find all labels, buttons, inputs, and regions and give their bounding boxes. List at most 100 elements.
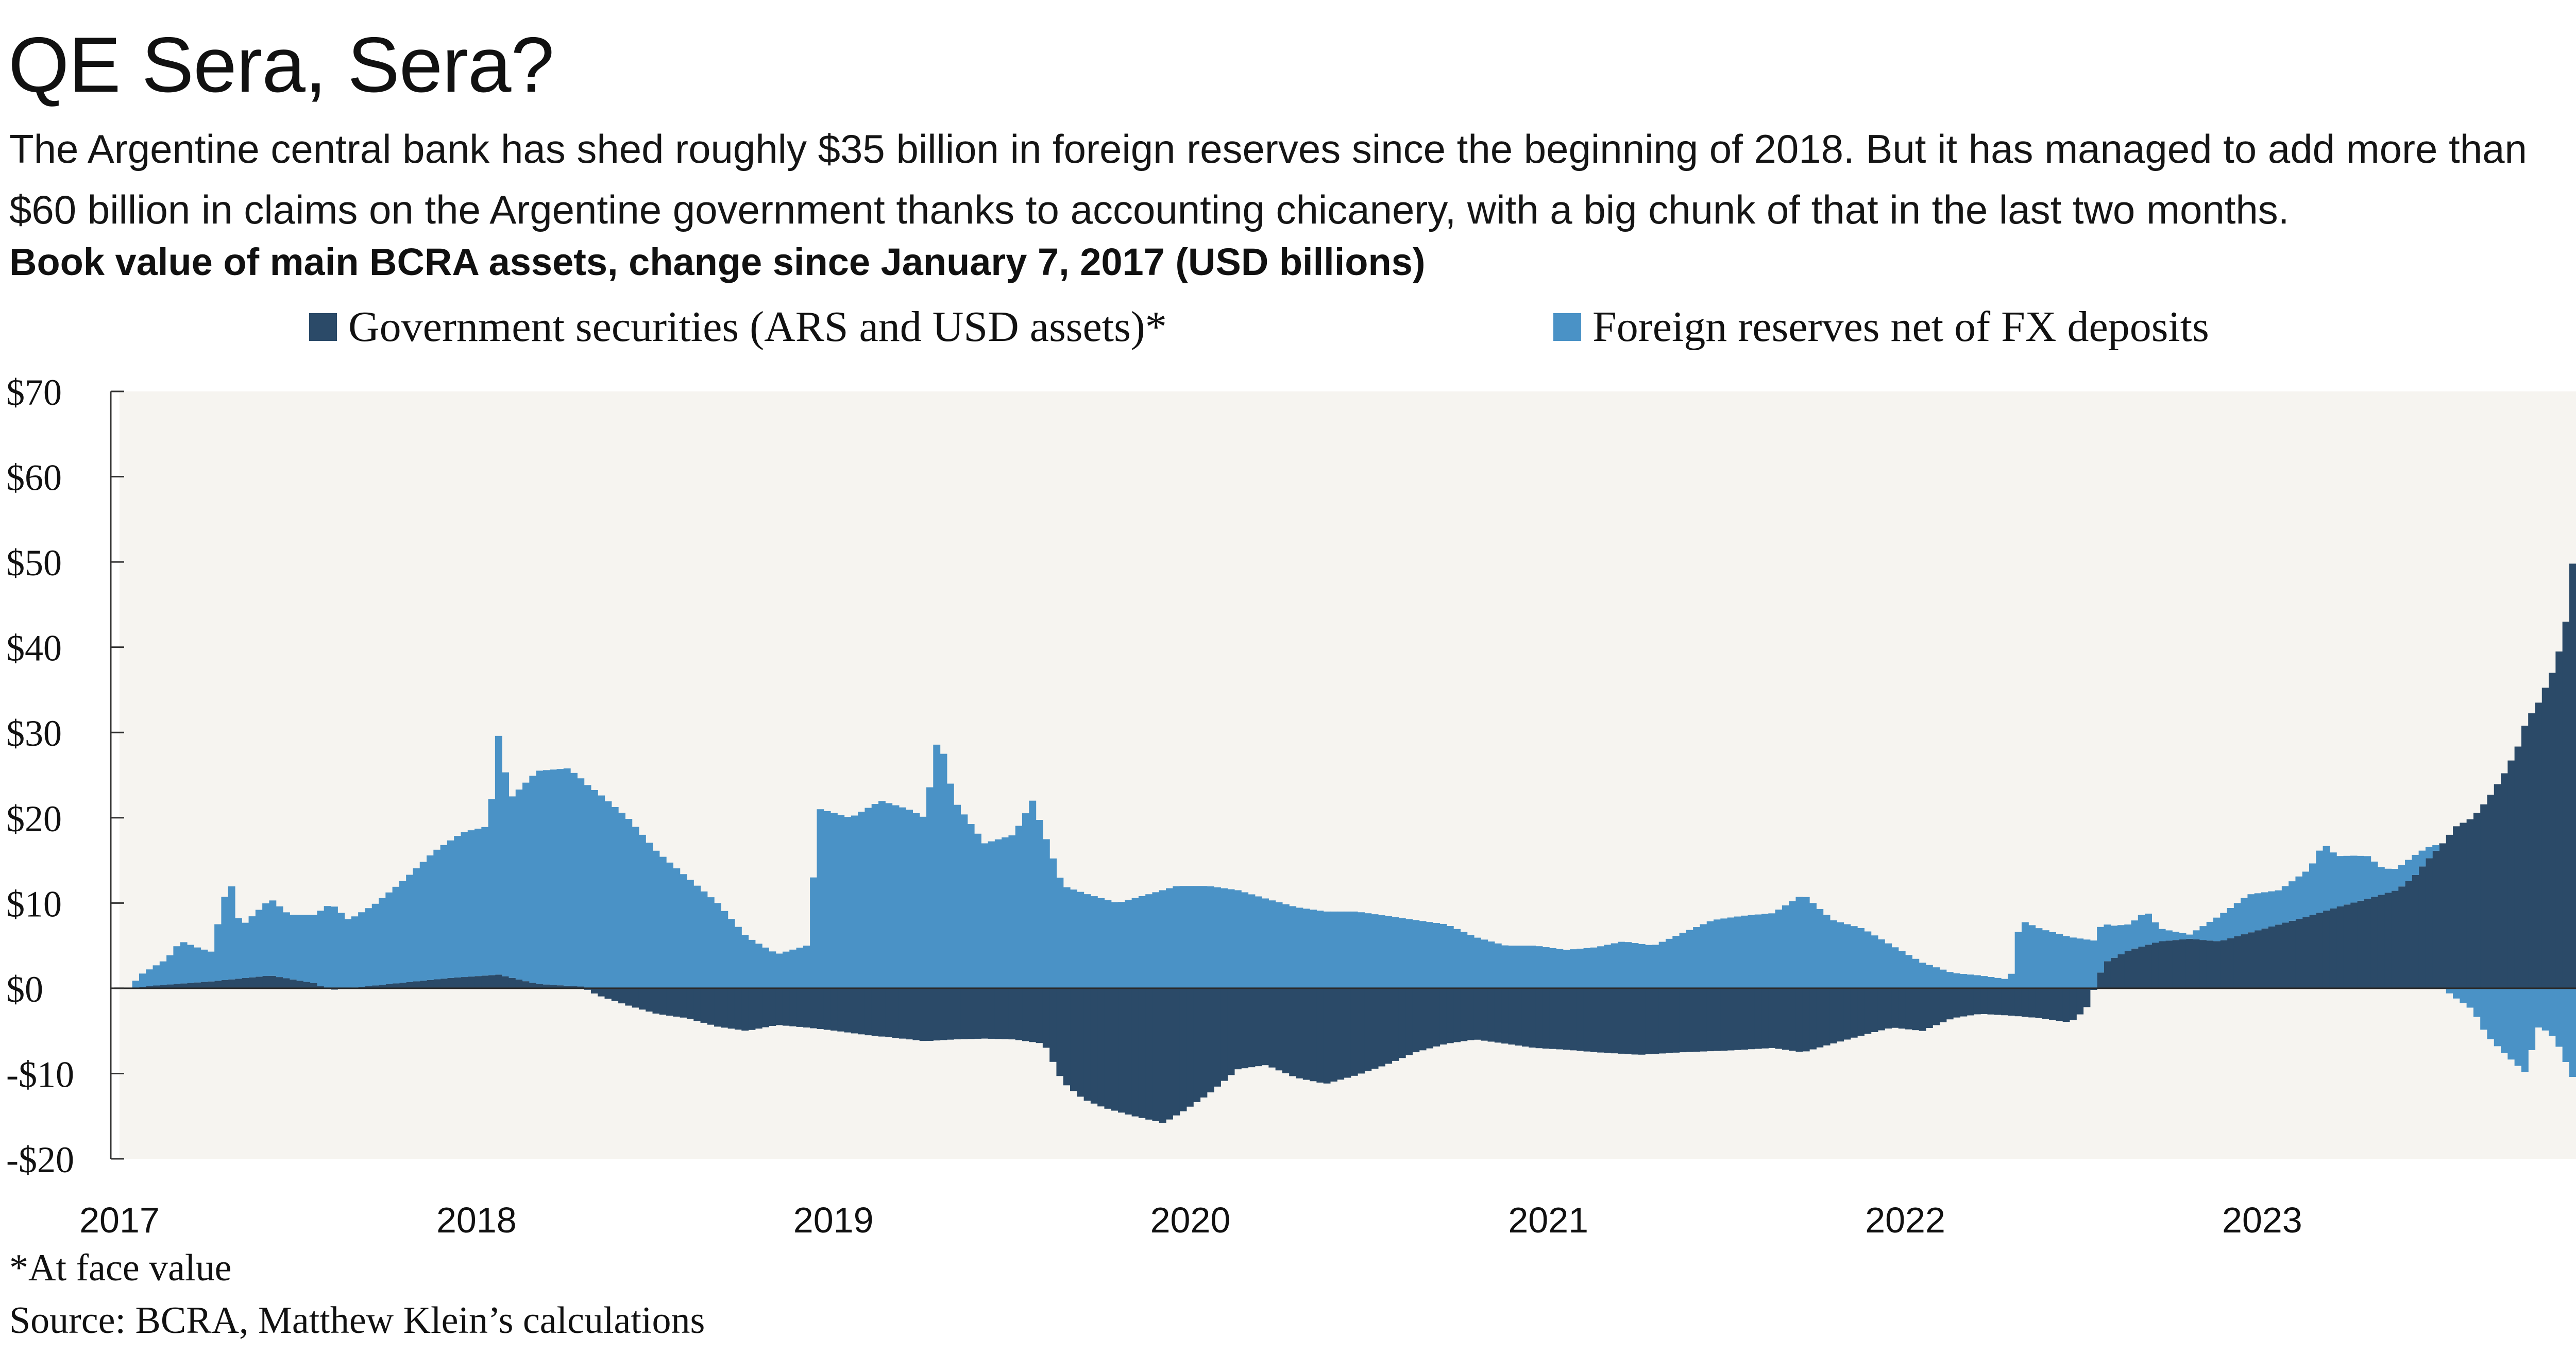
bar-government-securities xyxy=(1412,988,1420,1053)
bar-foreign-reserves xyxy=(1083,894,1091,988)
bar-government-securities xyxy=(1104,988,1112,1109)
bar-government-securities xyxy=(1857,988,1865,1036)
bar-government-securities xyxy=(830,988,838,1031)
bar-foreign-reserves xyxy=(2398,865,2405,887)
bar-government-securities xyxy=(755,988,762,1029)
bar-government-securities xyxy=(1933,988,1940,1025)
bar-government-securities xyxy=(680,988,687,1018)
bar-government-securities xyxy=(1686,988,1693,1052)
bar-government-securities xyxy=(2151,942,2159,988)
bar-foreign-reserves xyxy=(392,886,400,984)
bar-government-securities xyxy=(2021,988,2029,1017)
bar-foreign-reserves xyxy=(865,808,872,988)
bar-government-securities xyxy=(871,988,879,1036)
bar-foreign-reserves xyxy=(2528,988,2536,1050)
x-tick-label: 2018 xyxy=(436,1200,517,1240)
bar-government-securities xyxy=(1898,988,1906,1029)
bar-foreign-reserves xyxy=(481,827,489,976)
bar-government-securities xyxy=(686,988,694,1019)
bar-foreign-reserves xyxy=(2233,903,2241,936)
bar-government-securities xyxy=(399,983,406,988)
bar-foreign-reserves xyxy=(522,782,530,982)
bar-government-securities xyxy=(1925,988,1933,1029)
bar-government-securities xyxy=(2323,911,2330,988)
bar-government-securities xyxy=(865,988,872,1036)
bar-foreign-reserves xyxy=(2480,988,2488,1030)
bar-government-securities xyxy=(1809,988,1817,1050)
bar-government-securities xyxy=(611,988,619,1001)
y-tick-label: -$10 xyxy=(6,1054,74,1095)
bar-government-securities xyxy=(440,979,448,988)
bar-government-securities xyxy=(2364,899,2371,988)
bar-government-securities xyxy=(2001,988,2008,1016)
bar-government-securities xyxy=(1850,988,1858,1038)
bar-government-securities xyxy=(1330,988,1337,1082)
bar-foreign-reserves xyxy=(1358,912,1365,988)
bar-foreign-reserves xyxy=(1193,886,1201,988)
bar-foreign-reserves xyxy=(1693,927,1701,988)
bar-foreign-reserves xyxy=(2001,979,2008,988)
bar-government-securities xyxy=(1843,988,1851,1040)
bar-foreign-reserves xyxy=(180,942,188,984)
bar-foreign-reserves xyxy=(2487,988,2495,1039)
bar-foreign-reserves xyxy=(2357,855,2364,901)
bar-government-securities xyxy=(721,988,728,1028)
bar-foreign-reserves xyxy=(1885,943,1892,988)
bar-foreign-reserves xyxy=(1221,888,1228,988)
bar-foreign-reserves xyxy=(1720,918,1728,988)
bar-foreign-reserves xyxy=(1481,939,1488,988)
bar-government-securities xyxy=(2076,988,2084,1015)
bar-government-securities xyxy=(858,988,866,1035)
bar-government-securities xyxy=(2008,988,2015,1016)
bar-government-securities xyxy=(2343,904,2351,988)
bar-government-securities xyxy=(1905,988,1912,1030)
bar-foreign-reserves xyxy=(2021,922,2029,988)
bar-government-securities xyxy=(1193,988,1201,1102)
bar-foreign-reserves xyxy=(1446,926,1454,988)
bar-foreign-reserves xyxy=(248,916,256,978)
bar-foreign-reserves xyxy=(1652,945,1659,988)
bar-government-securities xyxy=(1761,988,1769,1049)
bar-foreign-reserves xyxy=(385,892,393,984)
bar-government-securities xyxy=(590,988,598,994)
bar-foreign-reserves xyxy=(673,868,681,988)
bar-foreign-reserves xyxy=(810,877,817,988)
x-tick-label: 2017 xyxy=(79,1200,160,1240)
bar-foreign-reserves xyxy=(2350,855,2358,903)
bar-government-securities xyxy=(1556,988,1564,1050)
bar-government-securities xyxy=(2145,945,2152,988)
bar-foreign-reserves xyxy=(2391,869,2399,891)
bar-foreign-reserves xyxy=(1967,974,1974,988)
y-tick-label: $0 xyxy=(6,969,43,1010)
bar-government-securities xyxy=(940,988,947,1040)
bar-foreign-reserves xyxy=(2138,915,2145,947)
bar-government-securities xyxy=(700,988,708,1023)
bar-foreign-reserves xyxy=(1638,944,1646,988)
bar-government-securities xyxy=(570,986,578,988)
y-tick-label: $40 xyxy=(6,628,62,669)
bar-foreign-reserves xyxy=(1748,915,1755,988)
bar-government-securities xyxy=(1083,988,1091,1101)
legend-item-government-securities: Government securities (ARS and USD asset… xyxy=(309,302,1167,352)
bar-government-securities xyxy=(1590,988,1598,1052)
bar-government-securities xyxy=(2254,930,2262,988)
bar-government-securities xyxy=(1323,988,1331,1084)
bar-foreign-reserves xyxy=(1727,917,1735,988)
bar-government-securities xyxy=(550,985,557,988)
bar-foreign-reserves xyxy=(331,906,338,988)
bar-foreign-reserves xyxy=(1700,924,1707,988)
bar-foreign-reserves xyxy=(1775,910,1783,988)
bar-foreign-reserves xyxy=(2316,850,2324,913)
bar-foreign-reserves xyxy=(981,843,989,988)
bar-foreign-reserves xyxy=(1296,907,1303,988)
bar-foreign-reserves xyxy=(187,945,194,983)
bar-foreign-reserves xyxy=(556,769,564,986)
bar-foreign-reserves xyxy=(1754,914,1762,988)
bar-foreign-reserves xyxy=(1515,946,1522,988)
bar-government-securities xyxy=(1131,988,1139,1117)
bar-government-securities xyxy=(509,978,516,988)
bar-foreign-reserves xyxy=(2247,894,2255,933)
bar-government-securities xyxy=(447,978,454,988)
bar-foreign-reserves xyxy=(2501,988,2508,1053)
bar-foreign-reserves xyxy=(988,841,995,988)
